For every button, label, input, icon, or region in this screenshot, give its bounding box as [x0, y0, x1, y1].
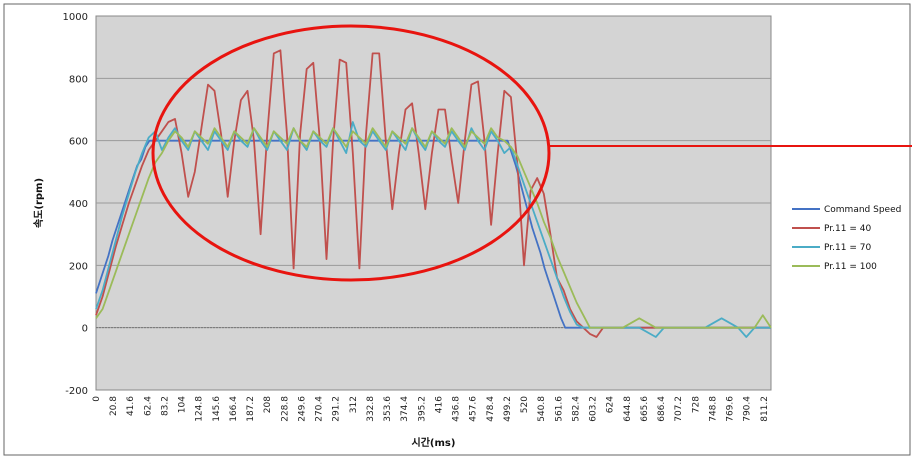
x-tick-label: 83.2	[160, 396, 170, 416]
x-tick-label: 436.8	[452, 396, 462, 422]
x-tick-label: 707.2	[674, 396, 684, 422]
highlight-ellipse	[151, 24, 551, 282]
x-tick-label: 187.2	[246, 396, 256, 422]
y-tick-label: 200	[69, 261, 88, 272]
x-tick-label: 561.6	[554, 396, 564, 422]
x-tick-label: 416	[434, 396, 444, 413]
x-tick-label: 540.8	[537, 396, 547, 422]
x-tick-label: 374.4	[400, 396, 410, 422]
x-tick-label: 644.8	[623, 396, 633, 422]
series-line-1	[95, 139, 771, 329]
x-tick-label: 811.2	[760, 396, 770, 422]
y-tick-labels: -200 0 200 400 600 800 1000	[63, 12, 88, 397]
y-tick-label: 0	[82, 324, 88, 335]
x-tick-label: 145.6	[212, 396, 222, 422]
y-tick-label: 400	[69, 199, 88, 210]
x-tick-label: 353.6	[383, 396, 393, 422]
x-tick-label: 166.4	[229, 396, 239, 422]
x-tick-label: 62.4	[143, 396, 153, 416]
y-tick-label: 1000	[63, 12, 88, 23]
series-layer	[95, 49, 772, 338]
x-tick-label: 104	[178, 396, 188, 413]
y-tick-label: 600	[69, 137, 88, 148]
x-tick-label: 20.8	[109, 396, 119, 416]
x-tick-label: 228.8	[280, 396, 290, 422]
legend-entry: Command Speed	[824, 205, 901, 215]
series-line-2	[95, 49, 771, 338]
y-tick-label: 800	[69, 74, 88, 85]
legend-entry: Pr.11 = 100	[824, 262, 877, 272]
x-tick-label: 603.2	[589, 396, 599, 422]
x-tick-label: 582.4	[571, 396, 581, 422]
series-line-4	[95, 127, 772, 329]
x-tick-label: 270.4	[315, 396, 325, 422]
legend-entry: Pr.11 = 40	[824, 224, 871, 234]
x-tick-label: 769.6	[726, 396, 736, 422]
x-tick-label: 249.6	[297, 396, 307, 422]
x-tick-label: 748.8	[708, 396, 718, 422]
x-tick-label: 520	[520, 396, 530, 413]
x-tick-label: 624	[606, 396, 616, 413]
x-tick-label: 312	[349, 396, 359, 413]
x-tick-label: 686.4	[657, 396, 667, 422]
legend-entry: Pr.11 = 70	[824, 243, 871, 253]
x-tick-label: 291.2	[332, 396, 342, 422]
x-tick-label: 395.2	[417, 396, 427, 422]
x-tick-label: 457.6	[469, 396, 479, 422]
x-tick-label: 790.4	[743, 396, 753, 422]
x-tick-labels: 0 20.8 41.6 62.4 83.2 104 124.8 145.6 166.4 187.2…	[92, 396, 770, 422]
x-tick-label: 0	[92, 396, 102, 402]
series-line-3	[95, 121, 771, 338]
x-tick-label: 124.8	[195, 396, 205, 422]
x-tick-label: 208	[263, 396, 273, 413]
x-axis-title: 시간(ms)	[412, 436, 456, 449]
x-tick-label: 499.2	[503, 396, 513, 422]
y-axis-title: 속도(rpm)	[33, 178, 45, 228]
y-tick-label: -200	[65, 386, 88, 397]
x-tick-label: 665.6	[640, 396, 650, 422]
legend: Command Speed Pr.11 = 40 Pr.11 = 70 Pr.11 =…	[792, 205, 901, 272]
x-tick-label: 41.6	[126, 396, 136, 416]
x-tick-label: 478.4	[486, 396, 496, 422]
x-tick-label: 728	[691, 396, 701, 413]
x-tick-label: 332.8	[366, 396, 376, 422]
